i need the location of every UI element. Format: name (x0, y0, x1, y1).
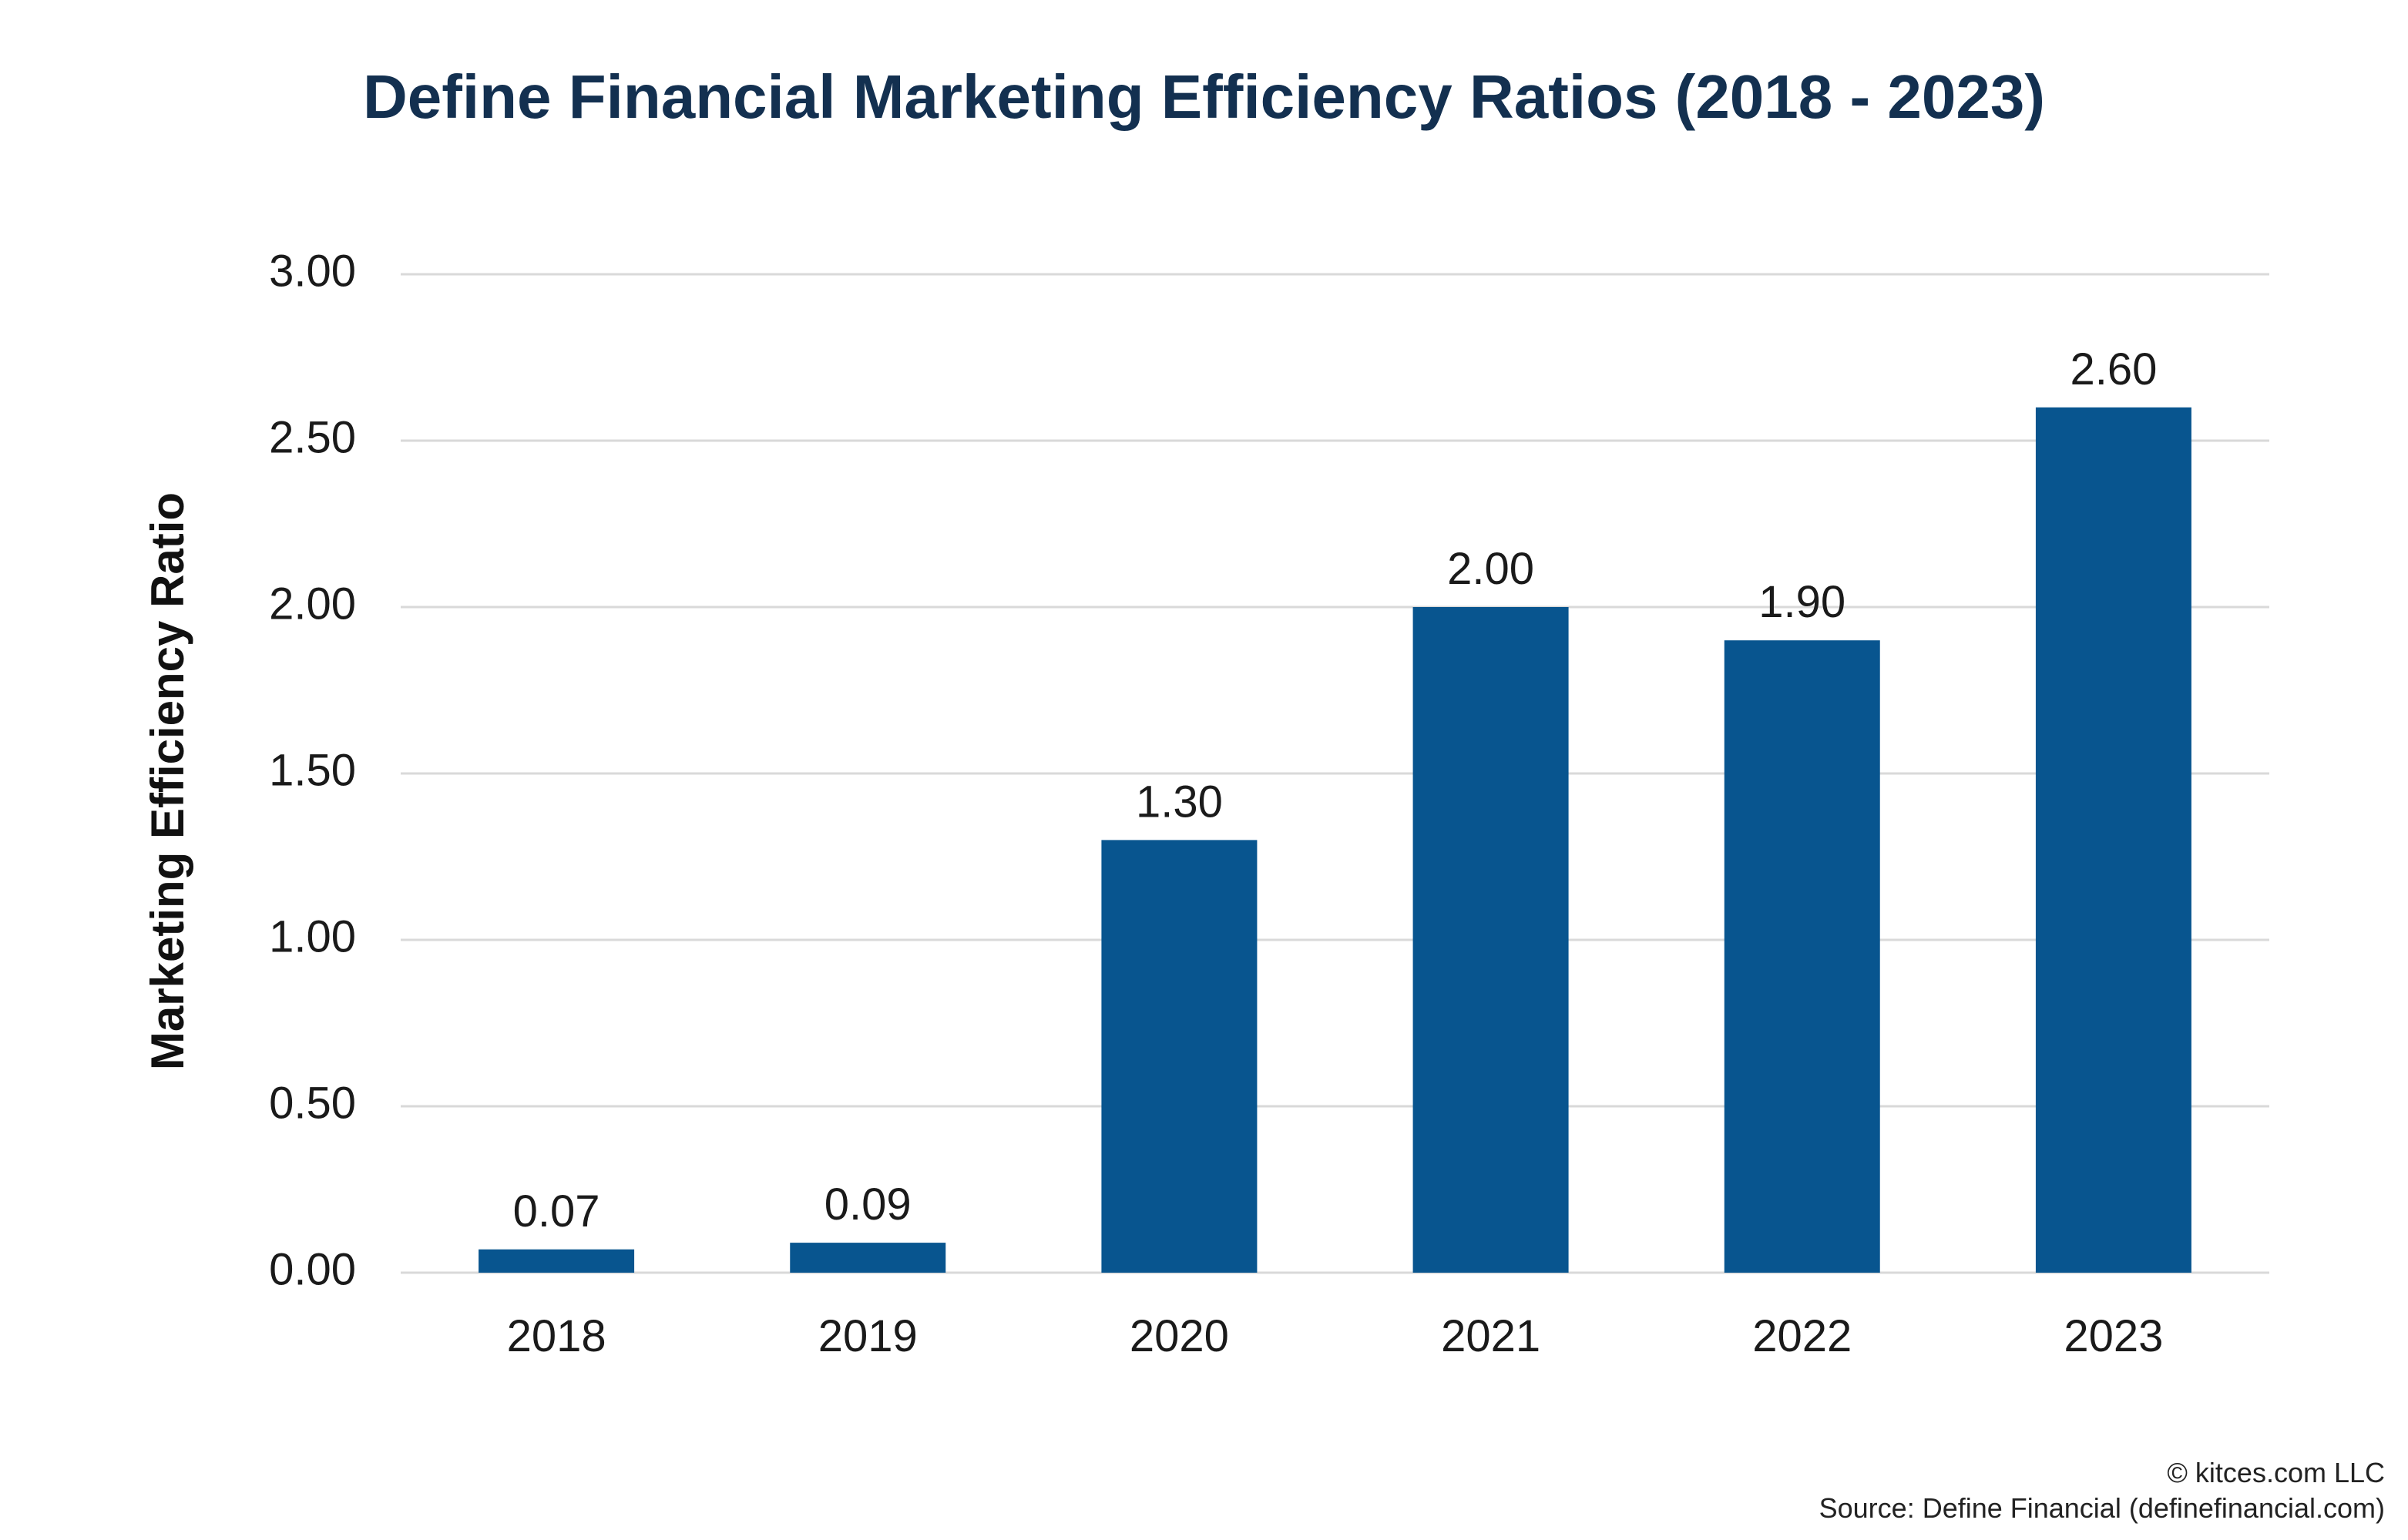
y-tick-label: 0.00 (269, 1244, 356, 1294)
x-tick-label: 2021 (1441, 1311, 1540, 1361)
source-text: Source: Define Financial (definefinancia… (1819, 1492, 2385, 1524)
x-tick-label: 2018 (507, 1311, 606, 1361)
y-tick-label: 1.50 (269, 745, 356, 795)
chart-title: Define Financial Marketing Efficiency Ra… (363, 62, 2045, 131)
x-tick-label: 2019 (818, 1311, 918, 1361)
y-axis-title: Marketing Efficiency Ratio (142, 492, 193, 1070)
bar-2018 (479, 1249, 635, 1273)
footer: © kitces.com LLC Source: Define Financia… (1819, 1455, 2385, 1526)
y-axis-ticks: 0.00 0.50 1.00 1.50 2.00 2.50 3.00 (269, 246, 356, 1294)
copyright-text: © kitces.com LLC (2167, 1457, 2385, 1488)
y-tick-label: 0.50 (269, 1078, 356, 1128)
y-tick-label: 3.00 (269, 246, 356, 296)
bar-2023 (2035, 407, 2191, 1273)
y-tick-label: 2.50 (269, 412, 356, 462)
data-labels: 0.07 0.09 1.30 2.00 1.90 2.60 (513, 344, 2158, 1236)
data-label-2021: 2.00 (1447, 544, 1534, 594)
bar-2022 (1724, 640, 1880, 1273)
x-tick-label: 2020 (1130, 1311, 1229, 1361)
bar-2020 (1101, 840, 1258, 1273)
data-label-2020: 1.30 (1136, 777, 1223, 827)
bar-2021 (1412, 607, 1569, 1273)
bar-2019 (790, 1243, 946, 1273)
data-label-2019: 0.09 (824, 1179, 912, 1230)
data-label-2018: 0.07 (513, 1186, 600, 1236)
data-label-2022: 1.90 (1758, 577, 1845, 627)
bars (479, 407, 2191, 1273)
y-tick-label: 1.00 (269, 911, 356, 961)
x-tick-label: 2023 (2064, 1311, 2163, 1361)
x-tick-label: 2022 (1752, 1311, 1852, 1361)
data-label-2023: 2.60 (2070, 344, 2157, 394)
x-axis-ticks: 2018 2019 2020 2021 2022 2023 (507, 1311, 2164, 1361)
gridlines (401, 273, 2269, 1274)
y-tick-label: 2.00 (269, 579, 356, 629)
